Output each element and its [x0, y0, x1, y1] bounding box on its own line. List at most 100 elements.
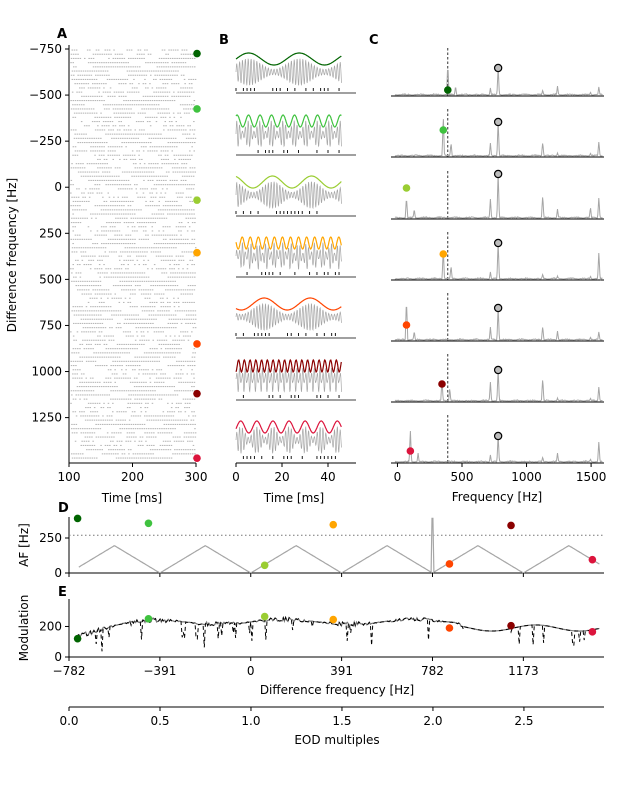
spike	[122, 251, 124, 253]
spike	[177, 112, 179, 114]
spike	[97, 125, 99, 127]
spike	[90, 339, 93, 341]
spike	[137, 280, 139, 282]
spike	[72, 205, 75, 207]
spike	[191, 331, 193, 333]
spike	[103, 243, 105, 245]
spike	[79, 217, 82, 219]
spike	[81, 167, 84, 169]
spike	[92, 360, 94, 362]
spike	[120, 112, 122, 114]
spike	[180, 377, 182, 379]
spike	[145, 402, 147, 404]
spike	[81, 255, 83, 257]
spike	[142, 264, 145, 266]
spike	[90, 306, 92, 308]
spike	[188, 251, 190, 253]
spike	[86, 428, 88, 430]
spike	[143, 322, 145, 324]
spike	[85, 255, 87, 257]
spike	[151, 200, 154, 202]
spike	[149, 192, 151, 194]
spike	[137, 247, 140, 249]
spike	[134, 440, 136, 442]
spike	[101, 449, 103, 451]
spike	[145, 453, 148, 455]
spike	[150, 196, 152, 198]
spike	[126, 137, 128, 139]
spike	[94, 121, 96, 123]
spike	[153, 444, 155, 446]
spike	[163, 129, 165, 131]
spike	[164, 116, 167, 118]
spike	[136, 74, 139, 76]
spike	[186, 154, 189, 156]
spike	[111, 419, 113, 421]
spike	[125, 142, 128, 144]
spike	[186, 268, 189, 270]
spike	[160, 158, 163, 160]
spike	[127, 331, 129, 333]
spike	[164, 175, 166, 177]
spike	[176, 272, 179, 274]
spike	[173, 234, 176, 236]
spike	[70, 62, 72, 64]
spike	[125, 95, 127, 97]
spike	[116, 184, 118, 186]
spike	[104, 352, 106, 354]
spike	[175, 121, 177, 123]
spike	[188, 137, 190, 139]
spike	[80, 163, 82, 165]
spike	[138, 360, 141, 362]
spike	[95, 112, 98, 114]
spike	[114, 150, 116, 152]
spike	[101, 129, 103, 131]
spike	[96, 192, 98, 194]
spike	[104, 175, 107, 177]
spike	[146, 104, 149, 106]
spike	[141, 129, 143, 131]
spike	[147, 108, 150, 110]
spike	[100, 209, 103, 211]
spike	[137, 428, 139, 430]
spike	[166, 310, 168, 312]
spike	[77, 428, 80, 430]
spike	[133, 78, 135, 80]
spike	[120, 377, 123, 379]
spike	[126, 407, 129, 409]
spike	[85, 95, 87, 97]
spike	[164, 386, 167, 388]
spike	[178, 230, 180, 232]
spike	[183, 365, 185, 367]
spike	[151, 175, 153, 177]
spike	[189, 53, 191, 55]
spike	[130, 343, 132, 345]
spike	[99, 205, 101, 207]
spike	[180, 255, 182, 257]
spike	[97, 310, 100, 312]
spike	[148, 163, 150, 165]
spike	[165, 53, 167, 55]
spike	[70, 360, 72, 362]
spike	[94, 184, 96, 186]
spike	[162, 234, 165, 236]
spike	[172, 352, 174, 354]
spike	[190, 196, 192, 198]
spike	[145, 87, 147, 89]
panel-b-xlabel: Time [ms]	[263, 491, 325, 505]
panel-letter: E	[58, 585, 67, 600]
spike	[86, 390, 88, 392]
spike	[189, 158, 191, 160]
spike	[152, 310, 155, 312]
spike	[75, 53, 77, 55]
spike	[130, 436, 133, 438]
spike	[154, 381, 156, 383]
spike	[107, 369, 110, 371]
spike	[149, 386, 151, 388]
spike	[175, 301, 178, 303]
spike	[80, 91, 83, 93]
spike	[129, 348, 132, 350]
am-envelope	[235, 52, 342, 66]
spike	[123, 264, 125, 266]
spike	[147, 62, 149, 64]
